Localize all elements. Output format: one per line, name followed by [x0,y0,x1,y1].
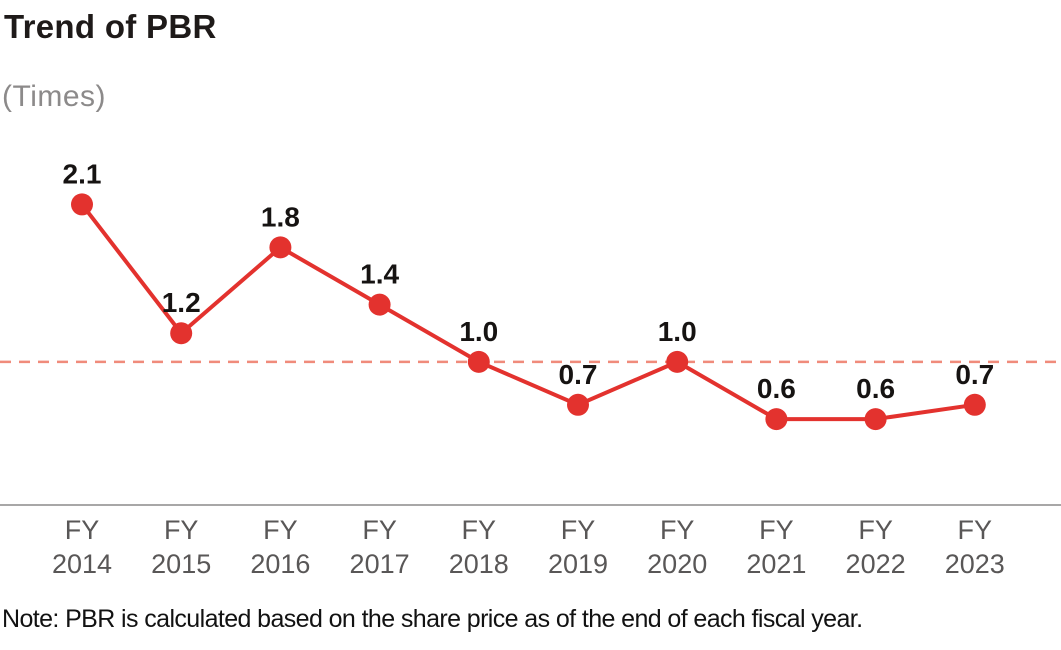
data-point-marker [765,408,788,431]
x-tick-label-fy: FY [958,515,993,545]
data-point-marker [71,193,93,216]
data-point-marker [666,350,689,373]
chart-title: Trend of PBR [4,8,217,45]
x-tick-label-fy: FY [65,515,100,545]
pbr-series-line [80,203,976,422]
x-tick-label-year: 2017 [350,549,410,579]
x-tick-label-fy: FY [164,515,199,545]
x-tick-label-year: 2021 [746,549,806,579]
x-tick-label-year: 2016 [250,549,310,579]
data-point-label: 0.7 [955,359,994,390]
data-point-marker [567,393,589,416]
data-point-marker [170,322,193,345]
x-tick-label-year: 2020 [647,549,707,579]
x-tick-label-fy: FY [660,515,695,545]
data-point-label: 2.1 [63,158,102,189]
y-axis-unit-label: (Times) [2,80,107,113]
pbr-chart-svg: 2.1 1.2 1.8 1.4 1.0 0.7 1.0 0.6 0.6 0.7 FY 2014 FY 20… [0,158,1061,579]
x-tick-label-year: 2022 [846,549,906,579]
data-point-marker [467,350,490,373]
data-point-marker [368,293,391,316]
x-tick-label-fy: FY [759,515,794,545]
data-point-label: 0.7 [559,359,598,390]
x-tick-label-fy: FY [263,515,298,545]
data-point-label: 1.0 [459,316,498,347]
data-point-label: 1.2 [162,287,201,318]
x-tick-label-year: 2019 [548,549,608,579]
x-tick-label-year: 2015 [151,549,211,579]
x-tick-label-year: 2018 [449,549,509,579]
data-point-marker [269,236,292,259]
data-point-marker [864,408,887,431]
data-point-label: 1.4 [360,259,399,290]
x-tick-label-year: 2014 [52,549,112,579]
x-tick-label-fy: FY [561,515,596,545]
x-tick-label-fy: FY [362,515,397,545]
data-point-label: 0.6 [856,373,895,404]
data-point-label: 0.6 [757,373,796,404]
x-tick-label-year: 2023 [945,549,1005,579]
data-point-marker [963,393,986,416]
chart-note: Note: PBR is calculated based on the sha… [2,605,863,633]
x-tick-label-fy: FY [858,515,893,545]
data-point-label: 1.0 [658,316,697,347]
data-point-label: 1.8 [261,201,300,232]
x-tick-label-fy: FY [462,515,497,545]
